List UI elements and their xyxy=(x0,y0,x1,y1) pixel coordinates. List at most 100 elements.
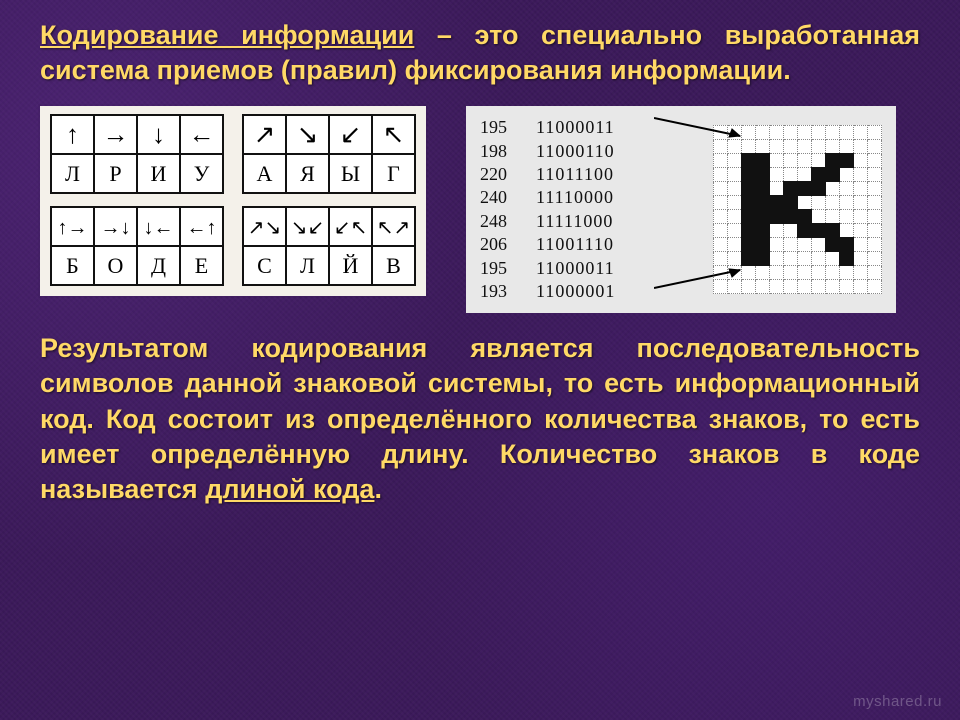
letter-cell: Д xyxy=(137,246,180,285)
bitmap-cell xyxy=(812,196,826,210)
binary-bin: 11001110 xyxy=(536,233,614,256)
bitmap-cell xyxy=(854,280,868,294)
bitmap-cell xyxy=(728,238,742,252)
bitmap-cell xyxy=(784,252,798,266)
bitmap-cell xyxy=(868,238,882,252)
binary-list: 1951100001119811000110220110111002401111… xyxy=(480,116,615,303)
letter-cell: Я xyxy=(286,154,329,193)
bitmap-cell xyxy=(826,252,840,266)
bitmap-cell xyxy=(868,252,882,266)
bitmap-cell xyxy=(756,196,770,210)
letter-cell: Б xyxy=(51,246,94,285)
bitmap-cell xyxy=(714,168,728,182)
arrow-cell: ↙↖ xyxy=(329,207,372,246)
bitmap-cell xyxy=(812,168,826,182)
binary-row: 24811111000 xyxy=(480,210,615,233)
letter-cell: Е xyxy=(180,246,223,285)
bitmap-cell xyxy=(812,252,826,266)
bitmap-cell xyxy=(826,196,840,210)
bitmap-cell xyxy=(854,224,868,238)
figures-row: ↑→↓←ЛРИУ ↗↘↙↖АЯЫГ ↑→→↓↓←←↑БОДЕ ↗↘↘↙↙↖↖↗С… xyxy=(40,106,920,313)
para2-post: . xyxy=(374,474,382,504)
bitmap-cell xyxy=(854,238,868,252)
bitmap-cell xyxy=(868,210,882,224)
binary-row: 19811000110 xyxy=(480,140,615,163)
bitmap-cell xyxy=(784,126,798,140)
arrow-cell: ↖ xyxy=(372,115,415,154)
bitmap-cell xyxy=(868,266,882,280)
bitmap-cell xyxy=(714,182,728,196)
bitmap-cell xyxy=(826,210,840,224)
binary-dec: 193 xyxy=(480,280,514,303)
bitmap-cell xyxy=(756,238,770,252)
arrow-cell: ↓← xyxy=(137,207,180,246)
bitmap-cell xyxy=(868,182,882,196)
binary-row: 22011011100 xyxy=(480,163,615,186)
bitmap-cell xyxy=(714,224,728,238)
arrow-cell: ↘↙ xyxy=(286,207,329,246)
definition-term: Кодирование информации xyxy=(40,20,414,50)
bitmap-cell xyxy=(798,182,812,196)
letter-cell: У xyxy=(180,154,223,193)
bitmap-cell xyxy=(868,140,882,154)
bitmap-cell xyxy=(812,280,826,294)
arrow-cell: ↗↘ xyxy=(243,207,286,246)
bitmap-cell xyxy=(798,238,812,252)
bitmap-cell xyxy=(812,238,826,252)
binary-dec: 198 xyxy=(480,140,514,163)
bitmap-cell xyxy=(854,140,868,154)
bitmap-cell xyxy=(770,126,784,140)
bitmap-cell xyxy=(798,126,812,140)
bitmap-cell xyxy=(784,154,798,168)
binary-dec: 248 xyxy=(480,210,514,233)
watermark: myshared.ru xyxy=(853,693,942,710)
binary-dec: 220 xyxy=(480,163,514,186)
bitmap-cell xyxy=(812,182,826,196)
arrow-cell: →↓ xyxy=(94,207,137,246)
bitmap-cell xyxy=(742,196,756,210)
bitmap-cell xyxy=(812,266,826,280)
letter-cell: А xyxy=(243,154,286,193)
bitmap-cell xyxy=(798,252,812,266)
bitmap-cell xyxy=(756,210,770,224)
bitmap-cell xyxy=(742,210,756,224)
bitmap-cell xyxy=(826,168,840,182)
bitmap-cell xyxy=(784,210,798,224)
bitmap-cell xyxy=(784,238,798,252)
arrow-tables-figure: ↑→↓←ЛРИУ ↗↘↙↖АЯЫГ ↑→→↓↓←←↑БОДЕ ↗↘↘↙↙↖↖↗С… xyxy=(40,106,426,296)
arrow-cell: ↙ xyxy=(329,115,372,154)
bitmap-cell xyxy=(756,182,770,196)
letter-cell: О xyxy=(94,246,137,285)
pointer-arrow-top xyxy=(654,112,754,142)
bitmap-cell xyxy=(840,210,854,224)
bitmap-cell xyxy=(756,280,770,294)
arrow-table-B: ↗↘↙↖АЯЫГ xyxy=(242,114,416,194)
para2-pre: Результатом кодирования является последо… xyxy=(40,333,920,503)
result-paragraph: Результатом кодирования является последо… xyxy=(40,331,920,506)
binary-bin: 11110000 xyxy=(536,186,614,209)
bitmap-cell xyxy=(756,266,770,280)
bitmap-cell xyxy=(714,238,728,252)
bitmap-cell xyxy=(756,140,770,154)
arrow-cell: ↑→ xyxy=(51,207,94,246)
arrow-table-C: ↑→→↓↓←←↑ БОДЕ xyxy=(50,206,224,286)
bitmap-cell xyxy=(756,154,770,168)
arrow-cell: ↓ xyxy=(137,115,180,154)
bitmap-cell xyxy=(770,140,784,154)
bitmap-cell xyxy=(826,126,840,140)
bitmap-cell xyxy=(742,182,756,196)
bitmap-cell xyxy=(798,266,812,280)
bitmap-cell xyxy=(784,182,798,196)
bitmap-cell xyxy=(854,182,868,196)
pointer-arrow-bottom xyxy=(654,264,754,294)
bitmap-cell xyxy=(854,252,868,266)
bitmap-cell xyxy=(770,196,784,210)
bitmap-cell xyxy=(812,224,826,238)
arrow-cell: ←↑ xyxy=(180,207,223,246)
bitmap-cell xyxy=(742,238,756,252)
bitmap-cell xyxy=(840,252,854,266)
definition-paragraph: Кодирование информации – это специально … xyxy=(40,18,920,88)
bitmap-cell xyxy=(784,196,798,210)
binary-row: 20611001110 xyxy=(480,233,615,256)
bitmap-cell xyxy=(756,168,770,182)
